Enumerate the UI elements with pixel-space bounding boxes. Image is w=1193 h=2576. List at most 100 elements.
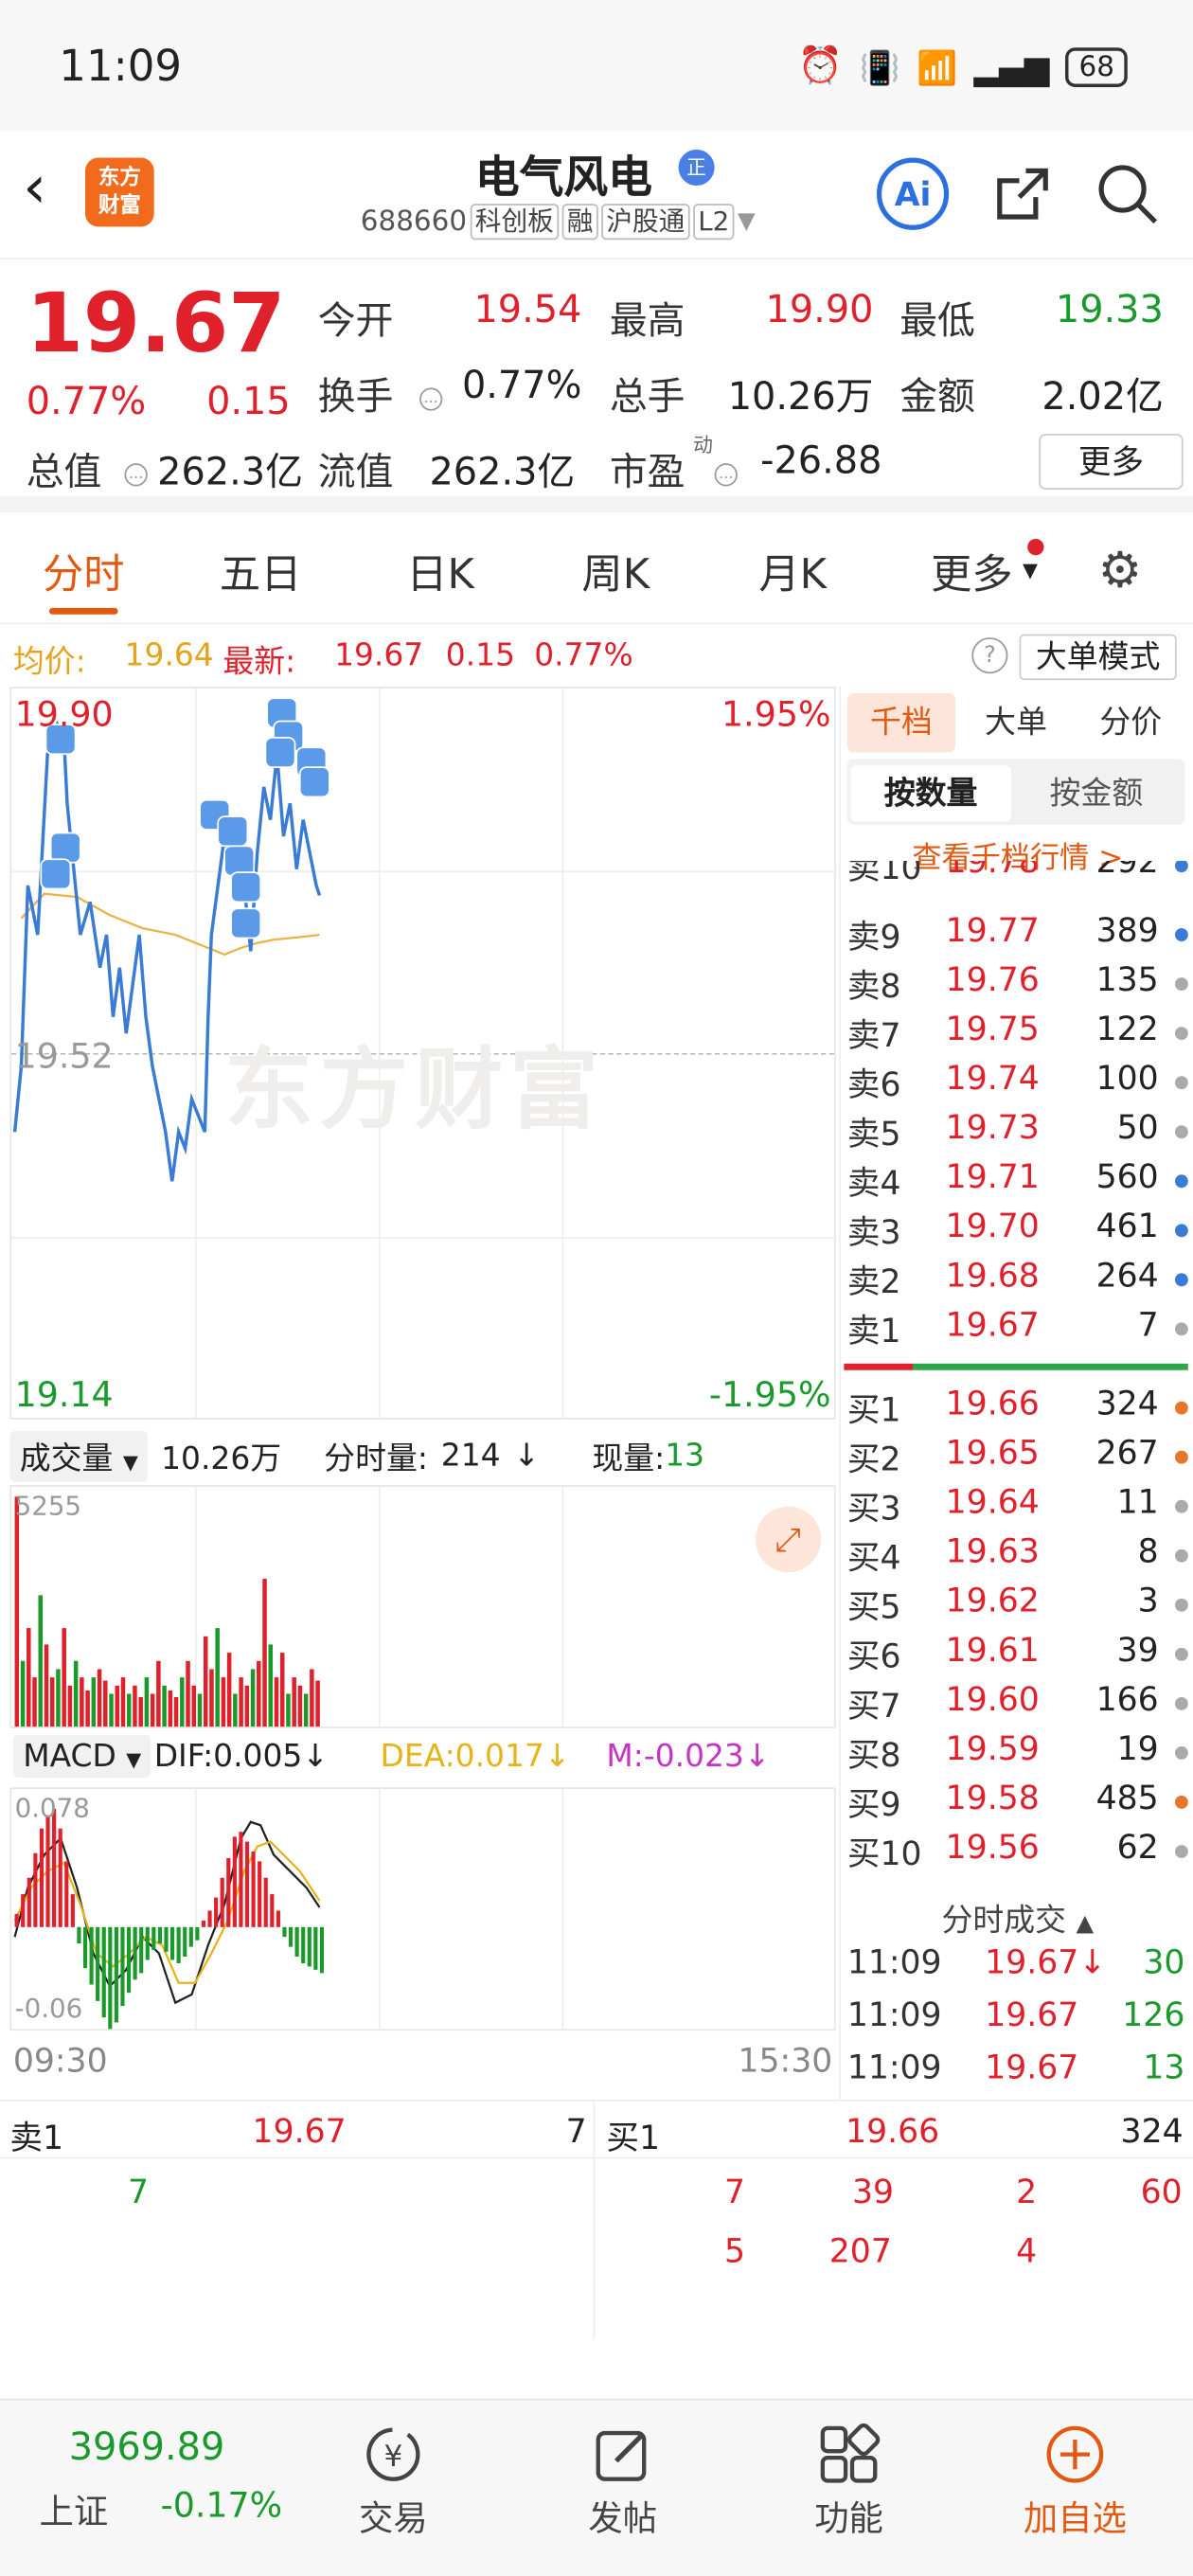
volume-bar xyxy=(257,1660,261,1727)
expand-icon[interactable]: ⤢ xyxy=(755,1506,822,1573)
level-dot xyxy=(1174,977,1188,992)
macd-dif-value: DIF:0.005 xyxy=(153,1738,303,1775)
level-price: 19.67 xyxy=(945,1304,1040,1344)
quote-field-value: -26.88 xyxy=(760,439,882,484)
level-quantity: 3 xyxy=(1137,1580,1159,1620)
nav-functions[interactable]: 功能 xyxy=(783,2417,914,2542)
buy-level-label: 买2 xyxy=(846,1439,901,1479)
sell-level-label: 卖7 xyxy=(846,1015,901,1055)
caret-down-icon: ▼ xyxy=(1023,558,1039,582)
buy-queue-item: 2 xyxy=(1016,2172,1038,2211)
tab-big-orders[interactable]: 大单 xyxy=(985,705,1047,742)
tab-daily-k[interactable]: 日K xyxy=(406,550,474,599)
macd-histogram-bar xyxy=(307,1926,312,1967)
tab-five-day[interactable]: 五日 xyxy=(219,550,302,599)
tab-weekly-k[interactable]: 周K xyxy=(581,550,650,599)
gear-icon[interactable]: ⚙ xyxy=(1097,542,1143,600)
macd-histogram-bar xyxy=(263,1877,268,1927)
battery-indicator: 68 xyxy=(1065,46,1128,87)
macd-plot xyxy=(13,1808,325,2030)
sell-level-row: 卖1 19.67 7 xyxy=(841,1304,1193,1353)
macd-histogram-bar xyxy=(207,1910,212,1927)
macd-top-label: 0.078 xyxy=(14,1792,90,1824)
nav-post[interactable]: 发帖 xyxy=(557,2417,687,2542)
view-levels-link[interactable]: 查看千档行情 > xyxy=(912,841,1124,876)
trades-header[interactable]: 分时成交 ▲ xyxy=(841,1896,1193,1941)
wifi-icon: 📶 xyxy=(917,46,958,87)
quote-field-value: 19.33 xyxy=(1055,289,1164,332)
macd-histogram-bar xyxy=(70,1894,75,1927)
tab-price-distribution[interactable]: 分价 xyxy=(1099,705,1163,742)
level-price: 19.61 xyxy=(945,1629,1040,1670)
caret-down-icon: ▼ xyxy=(126,1747,142,1772)
macd-histogram-bar xyxy=(282,1926,287,1938)
level-dot xyxy=(1174,1273,1188,1287)
s-marker xyxy=(49,832,81,864)
index-percent[interactable]: -0.17% xyxy=(160,2485,283,2526)
sell1-label: 卖1 xyxy=(9,2118,64,2157)
tab-intraday[interactable]: 分时 xyxy=(43,550,125,599)
share-icon[interactable] xyxy=(989,161,1055,226)
nav-trade[interactable]: ¥ 交易 xyxy=(328,2417,458,2542)
macd-dea-arrow: ↓ xyxy=(543,1738,571,1775)
macd-header: MACD ▼ DIF:0.005↓ DEA:0.017↓ M:-0.023↓ xyxy=(9,1728,835,1787)
macd-bottom-label: -0.06 xyxy=(14,1993,83,2025)
info-icon[interactable]: … xyxy=(714,463,738,487)
level-quantity: 485 xyxy=(1095,1777,1159,1817)
back-button[interactable]: ‹ xyxy=(23,154,47,223)
info-icon[interactable]: … xyxy=(124,463,148,487)
big-order-mode-button[interactable]: 大单模式 xyxy=(1019,634,1177,681)
index-name[interactable]: 上证 xyxy=(39,2492,109,2532)
volume-bar xyxy=(215,1628,220,1727)
tab-monthly-k[interactable]: 月K xyxy=(758,550,828,599)
more-button[interactable]: 更多 xyxy=(1039,433,1184,490)
level-quantity: 560 xyxy=(1095,1156,1159,1196)
macd-histogram-bar xyxy=(139,1926,144,1974)
level-quantity: 19 xyxy=(1116,1727,1159,1768)
s-marker xyxy=(223,845,256,877)
volume-bar xyxy=(221,1677,226,1727)
tab-by-quantity[interactable]: 按数量 xyxy=(850,765,1011,822)
prev-close-line xyxy=(11,1052,834,1055)
order-book-panel: 千档 大单 分价 按数量 按金额 查看千档行情 > 分时成交 ▲ 卖10 19.7… xyxy=(839,687,1193,2100)
level-dot xyxy=(1174,1027,1188,1041)
level-quantity: 166 xyxy=(1095,1678,1159,1719)
trade-time: 11:09 xyxy=(846,1941,942,1982)
index-value[interactable]: 3969.89 xyxy=(68,2426,225,2470)
level-dot xyxy=(1174,1598,1188,1612)
macd-histogram-bar xyxy=(239,1832,243,1927)
level-quantity: 11 xyxy=(1116,1481,1159,1522)
tab-thousand-levels[interactable]: 千档 xyxy=(846,693,956,753)
chevron-down-icon[interactable]: ▼ xyxy=(737,208,756,236)
macd-dif-line xyxy=(13,1820,321,2005)
macd-histogram-bar xyxy=(258,1861,262,1927)
ai-assistant-button[interactable]: Ai xyxy=(876,157,950,230)
sell-level-row: 卖4 19.71 560 xyxy=(841,1156,1193,1206)
level-price: 19.75 xyxy=(945,1009,1040,1048)
tab-more[interactable]: 更多 xyxy=(931,550,1013,599)
volume-bar xyxy=(27,1628,31,1727)
level-price: 19.66 xyxy=(945,1383,1040,1423)
volume-bar xyxy=(20,1660,26,1727)
grid-line xyxy=(378,1789,381,2030)
tab-by-amount[interactable]: 按金额 xyxy=(1049,775,1144,812)
volume-bar xyxy=(250,1669,256,1727)
macd-indicator-select[interactable]: MACD ▼ xyxy=(12,1734,151,1778)
level-quantity: 100 xyxy=(1095,1058,1159,1098)
volume-header: 成交量 ▼ 10.26万 分时量: 214 ↓ 现量: 13 xyxy=(9,1426,835,1485)
signal-icon: ▂▄▆ xyxy=(973,46,1050,87)
help-icon[interactable]: ? xyxy=(971,637,1008,674)
alarm-icon: ⏰ xyxy=(797,45,844,87)
volume-indicator-select[interactable]: 成交量 ▼ xyxy=(9,1430,149,1481)
volume-bar xyxy=(239,1677,243,1727)
volume-bar xyxy=(156,1660,161,1727)
notification-dot xyxy=(1027,538,1044,556)
tag-level2: L2 xyxy=(693,204,735,241)
nav-add-watchlist[interactable]: 加自选 xyxy=(1009,2417,1140,2542)
intraday-chart[interactable]: 东方财富 19.90 1.95% 19.52 19.14 -1.95% xyxy=(9,687,836,1420)
search-icon[interactable] xyxy=(1095,161,1160,226)
info-icon[interactable]: … xyxy=(419,387,443,411)
sell-level-label: 卖6 xyxy=(846,1064,901,1104)
trade-time: 11:09 xyxy=(846,2047,942,2087)
latest-value: 19.67 xyxy=(334,637,424,674)
